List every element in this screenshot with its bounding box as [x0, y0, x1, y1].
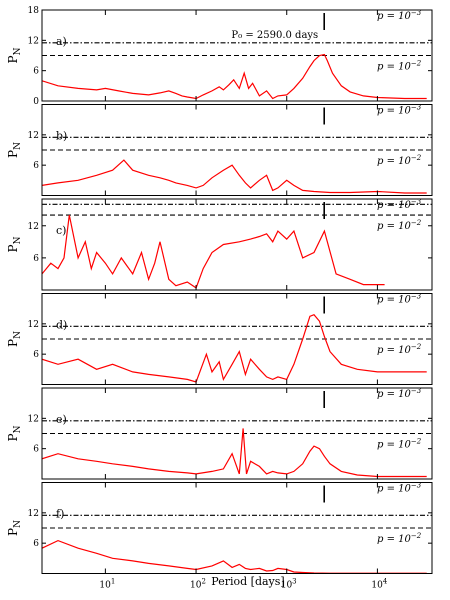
y-tick-label: 6 [33, 254, 39, 264]
x-tick-label: 104 [371, 578, 387, 591]
threshold-label: p = 10−2 [377, 532, 422, 545]
y-tick-label: 12 [28, 131, 39, 141]
threshold-label: p = 10−3 [377, 293, 422, 306]
threshold-label: p = 10−2 [377, 60, 422, 73]
panel-f: p = 10−3 p = 10−2 6 12 f) PN 101 102 103 104 [6, 482, 433, 591]
period-annotation: P₀ = 2590.0 days [231, 30, 318, 41]
x-axis-label: Period [days] [211, 575, 284, 588]
y-tick-label: 12 [28, 320, 39, 330]
series-line-0 [42, 313, 427, 383]
y-tick-label: 6 [33, 539, 39, 549]
series-line-0 [42, 539, 427, 574]
threshold-label: p = 10−2 [377, 154, 422, 167]
panel-label: f) [56, 508, 64, 521]
threshold-label: p = 10−2 [377, 438, 422, 451]
panel-c: p = 10−3 p = 10−2 6 12 c) PN [6, 198, 433, 291]
plot-frame [41, 293, 433, 385]
y-tick-label: 12 [28, 509, 39, 519]
threshold-label: p = 10−3 [377, 198, 422, 211]
panel-label: b) [56, 130, 67, 143]
y-axis-label: PN [6, 425, 23, 441]
threshold-label: p = 10−2 [377, 219, 422, 232]
y-tick-label: 18 [28, 6, 40, 16]
x-tick-label: 102 [190, 578, 206, 591]
plot-frame [41, 9, 433, 102]
y-tick-label: 6 [33, 67, 39, 77]
series-line-0 [42, 53, 427, 100]
threshold-label: p = 10−3 [377, 482, 422, 495]
x-tick-label: 101 [99, 578, 115, 591]
panel-label: e) [56, 413, 67, 426]
y-axis-label: PN [6, 520, 23, 536]
panel-label: d) [56, 319, 67, 332]
panel-e: p = 10−3 p = 10−2 6 12 e) PN [6, 387, 433, 480]
y-tick-label: 12 [28, 414, 39, 424]
panel-label: a) [56, 35, 67, 48]
plot-frame [41, 387, 433, 480]
y-axis-label: PN [6, 142, 23, 158]
y-axis-label: PN [6, 47, 23, 63]
y-tick-label: 6 [33, 350, 39, 360]
plot-frame [41, 104, 433, 196]
y-tick-label: 6 [33, 161, 39, 171]
panel-d: p = 10−3 p = 10−2 6 12 d) PN [6, 293, 433, 385]
y-tick-label: 6 [33, 445, 39, 455]
panel-label: c) [56, 224, 66, 237]
x-tick-label: 103 [281, 578, 297, 591]
series-line-0 [42, 428, 427, 478]
y-axis-label: PN [6, 331, 23, 347]
panel-b: p = 10−3 p = 10−2 6 12 b) PN [6, 104, 433, 196]
plot-frame [41, 482, 433, 574]
threshold-label: p = 10−3 [377, 104, 422, 117]
y-tick-label: 0 [33, 97, 39, 107]
threshold-label: p = 10−3 [377, 387, 422, 400]
threshold-label: p = 10−2 [377, 343, 422, 356]
threshold-label: p = 10−3 [377, 9, 422, 22]
y-tick-label: 12 [28, 36, 39, 46]
plot-frame [41, 198, 433, 291]
panel-a: p = 10−3 p = 10−2 0 6 12 18 a) PN P₀ = 2590.0 da… [6, 6, 433, 107]
panels: p = 10−3 p = 10−2 0 6 12 18 a) PN P₀ = 2590.0 da… [6, 6, 433, 591]
y-tick-label: 12 [28, 222, 39, 232]
y-axis-label: PN [6, 236, 23, 252]
series-line-0 [42, 159, 427, 194]
series-line-0 [42, 214, 385, 289]
